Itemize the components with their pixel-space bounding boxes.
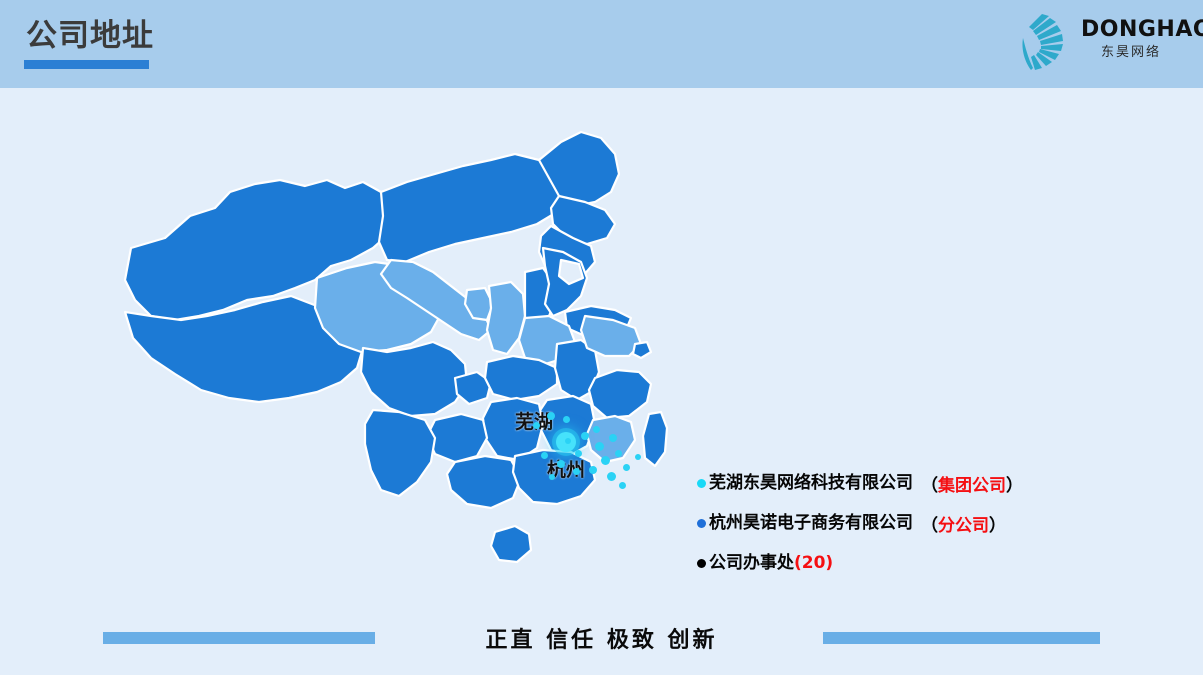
legend-item-branch-company[interactable]: 杭州昊诺电子商务有限公司 （分公司） bbox=[697, 503, 1167, 543]
legend-tag-value: 集团公司 bbox=[938, 475, 1006, 496]
marker-office[interactable] bbox=[547, 412, 555, 420]
logo-wordmark: DONGHAO 东昊网络 bbox=[1081, 17, 1203, 62]
marker-office[interactable] bbox=[595, 442, 604, 451]
logo-name: DONGHAO bbox=[1081, 17, 1203, 42]
marker-office[interactable] bbox=[593, 426, 600, 433]
legend-tag-close: ） bbox=[1006, 475, 1023, 496]
china-map[interactable]: 芜湖 杭州 bbox=[95, 120, 715, 620]
legend-bullet-icon bbox=[697, 518, 706, 528]
title-underline-accent bbox=[24, 60, 149, 69]
marker-office[interactable] bbox=[601, 456, 610, 465]
city-label-wuhu: 芜湖 bbox=[515, 407, 553, 434]
legend-tag: （分公司） bbox=[921, 511, 1006, 536]
legend-tag-open: （ bbox=[921, 515, 938, 536]
legend-tag-open: （ bbox=[921, 475, 938, 496]
slide-header: 公司地址 bbox=[0, 0, 1203, 88]
china-map-svg bbox=[123, 130, 669, 564]
logo-subtitle: 东昊网络 bbox=[1100, 45, 1161, 60]
marker-office[interactable] bbox=[565, 438, 571, 444]
company-logo: DONGHAO 东昊网络 bbox=[1011, 8, 1203, 74]
marker-office[interactable] bbox=[635, 454, 641, 460]
legend: 芜湖东昊网络科技有限公司 （集团公司） 杭州昊诺电子商务有限公司 （分公司） 公… bbox=[697, 463, 1167, 583]
legend-tag-close: ） bbox=[989, 515, 1006, 536]
legend-label: 芜湖东昊网络科技有限公司 bbox=[709, 473, 913, 493]
legend-tag-value: 分公司 bbox=[938, 515, 989, 536]
city-label-hangzhou: 杭州 bbox=[547, 459, 586, 481]
legend-bullet-icon bbox=[697, 558, 706, 568]
legend-office-count: (20) bbox=[794, 553, 834, 573]
marker-office[interactable] bbox=[615, 450, 622, 457]
marker-office[interactable] bbox=[609, 434, 617, 442]
marker-office[interactable] bbox=[563, 416, 570, 423]
legend-bullet-icon bbox=[697, 478, 706, 488]
legend-label: 公司办事处 bbox=[709, 553, 794, 573]
marker-office[interactable] bbox=[533, 422, 540, 429]
footer-bar-right bbox=[823, 632, 1100, 644]
marker-office[interactable] bbox=[557, 460, 565, 468]
legend-tag: （集团公司） bbox=[921, 471, 1023, 496]
page-title: 公司地址 bbox=[26, 18, 154, 54]
footer-bar-left bbox=[103, 632, 375, 644]
marker-office[interactable] bbox=[589, 466, 597, 474]
legend-item-group-company[interactable]: 芜湖东昊网络科技有限公司 （集团公司） bbox=[697, 463, 1167, 503]
marker-office[interactable] bbox=[573, 468, 580, 475]
marker-office[interactable] bbox=[549, 474, 555, 480]
marker-office[interactable] bbox=[575, 450, 582, 457]
legend-label: 杭州昊诺电子商务有限公司 bbox=[709, 513, 913, 533]
marker-office[interactable] bbox=[623, 464, 630, 471]
footer-slogan: 正直 信任 极致 创新 bbox=[485, 628, 718, 653]
marker-office[interactable] bbox=[581, 432, 589, 440]
marker-office[interactable] bbox=[619, 482, 626, 489]
marker-office[interactable] bbox=[541, 452, 548, 459]
marker-office[interactable] bbox=[607, 472, 616, 481]
legend-item-offices[interactable]: 公司办事处 (20) bbox=[697, 543, 1167, 583]
donghao-feather-logo-icon bbox=[1011, 10, 1077, 72]
